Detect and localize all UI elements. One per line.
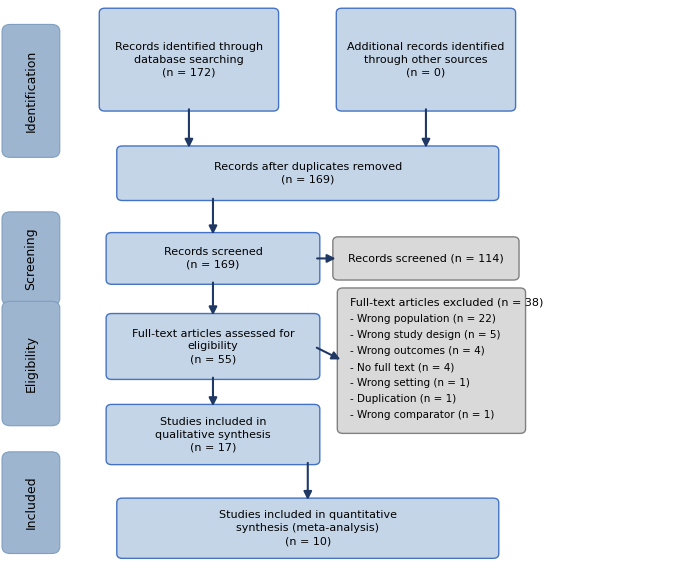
Text: Studies included in
qualitative synthesis
(n = 17): Studies included in qualitative synthesi… (155, 417, 271, 452)
FancyBboxPatch shape (2, 452, 60, 553)
Text: - No full text (n = 4): - No full text (n = 4) (350, 362, 454, 372)
Text: Included: Included (25, 476, 37, 529)
FancyBboxPatch shape (333, 237, 519, 280)
Text: Eligibility: Eligibility (25, 335, 37, 392)
FancyBboxPatch shape (2, 212, 60, 305)
Text: Records identified through
database searching
(n = 172): Records identified through database sear… (115, 42, 263, 77)
Text: - Wrong study design (n = 5): - Wrong study design (n = 5) (350, 330, 500, 340)
FancyBboxPatch shape (337, 8, 515, 111)
FancyBboxPatch shape (117, 146, 499, 201)
FancyBboxPatch shape (100, 8, 279, 111)
FancyBboxPatch shape (117, 498, 499, 558)
Text: - Duplication (n = 1): - Duplication (n = 1) (350, 394, 456, 404)
Text: Screening: Screening (25, 227, 37, 290)
Text: Additional records identified
through other sources
(n = 0): Additional records identified through ot… (347, 42, 505, 77)
FancyBboxPatch shape (106, 314, 320, 379)
Text: - Wrong outcomes (n = 4): - Wrong outcomes (n = 4) (350, 346, 484, 356)
FancyBboxPatch shape (106, 233, 320, 284)
FancyBboxPatch shape (2, 24, 60, 157)
Text: Full-text articles assessed for
eligibility
(n = 55): Full-text articles assessed for eligibil… (132, 329, 294, 364)
Text: - Wrong population (n = 22): - Wrong population (n = 22) (350, 314, 495, 324)
Text: Full-text articles excluded (n = 38): Full-text articles excluded (n = 38) (350, 298, 543, 308)
Text: Identification: Identification (25, 50, 37, 132)
Text: Records after duplicates removed
(n = 169): Records after duplicates removed (n = 16… (214, 162, 402, 185)
FancyBboxPatch shape (2, 302, 60, 426)
Text: - Wrong comparator (n = 1): - Wrong comparator (n = 1) (350, 410, 494, 420)
FancyBboxPatch shape (106, 404, 320, 465)
Text: Records screened
(n = 169): Records screened (n = 169) (164, 247, 262, 270)
Text: - Wrong setting (n = 1): - Wrong setting (n = 1) (350, 378, 469, 388)
Text: Studies included in quantitative
synthesis (meta-analysis)
(n = 10): Studies included in quantitative synthes… (218, 511, 397, 546)
Text: Records screened (n = 114): Records screened (n = 114) (348, 253, 504, 264)
FancyBboxPatch shape (337, 288, 526, 433)
